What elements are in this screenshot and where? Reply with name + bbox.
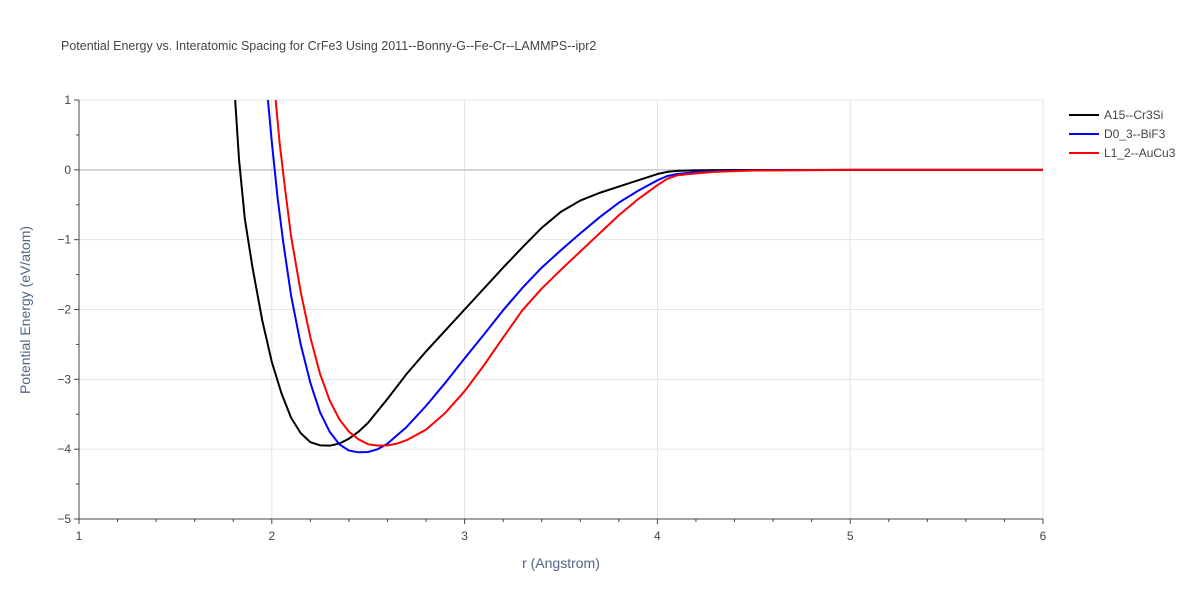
y-tick-label: −4: [57, 442, 71, 456]
plot-area: [234, 100, 1043, 454]
y-axis-title: Potential Energy (eV/atom): [17, 226, 33, 394]
x-axis-title: r (Angstrom): [522, 555, 600, 571]
y-tick-label: 1: [64, 93, 71, 107]
x-tick-label: 5: [847, 529, 854, 543]
series-line-3: [274, 100, 1043, 447]
y-tick-label: −3: [57, 372, 71, 386]
y-tick-label: −1: [57, 233, 71, 247]
legend-item-1[interactable]: A15--Cr3Si: [1069, 108, 1163, 122]
x-tick-label: 4: [654, 529, 661, 543]
legend-item-3[interactable]: L1_2--AuCu3: [1069, 146, 1176, 160]
y-tick-label: 0: [64, 163, 71, 177]
legend[interactable]: A15--Cr3Si D0_3--BiF3 L1_2--AuCu3: [1069, 108, 1176, 160]
x-tick-label: 2: [268, 529, 275, 543]
x-tick-label: 1: [76, 529, 83, 543]
y-tick-label: −2: [57, 303, 71, 317]
legend-item-2[interactable]: D0_3--BiF3: [1069, 127, 1166, 141]
chart-title: Potential Energy vs. Interatomic Spacing…: [61, 39, 596, 53]
series-line-2: [266, 100, 1043, 454]
legend-label: L1_2--AuCu3: [1104, 146, 1176, 160]
x-tick-label: 3: [461, 529, 468, 543]
y-tick-label: −5: [57, 512, 71, 526]
axes: [74, 99, 1044, 524]
legend-label: D0_3--BiF3: [1104, 127, 1166, 141]
tick-labels: 1 2 3 4 5 6 1 0 −1 −2 −3 −4 −5: [57, 93, 1046, 543]
series-line-1: [234, 100, 1043, 447]
legend-label: A15--Cr3Si: [1104, 108, 1163, 122]
x-tick-label: 6: [1040, 529, 1047, 543]
